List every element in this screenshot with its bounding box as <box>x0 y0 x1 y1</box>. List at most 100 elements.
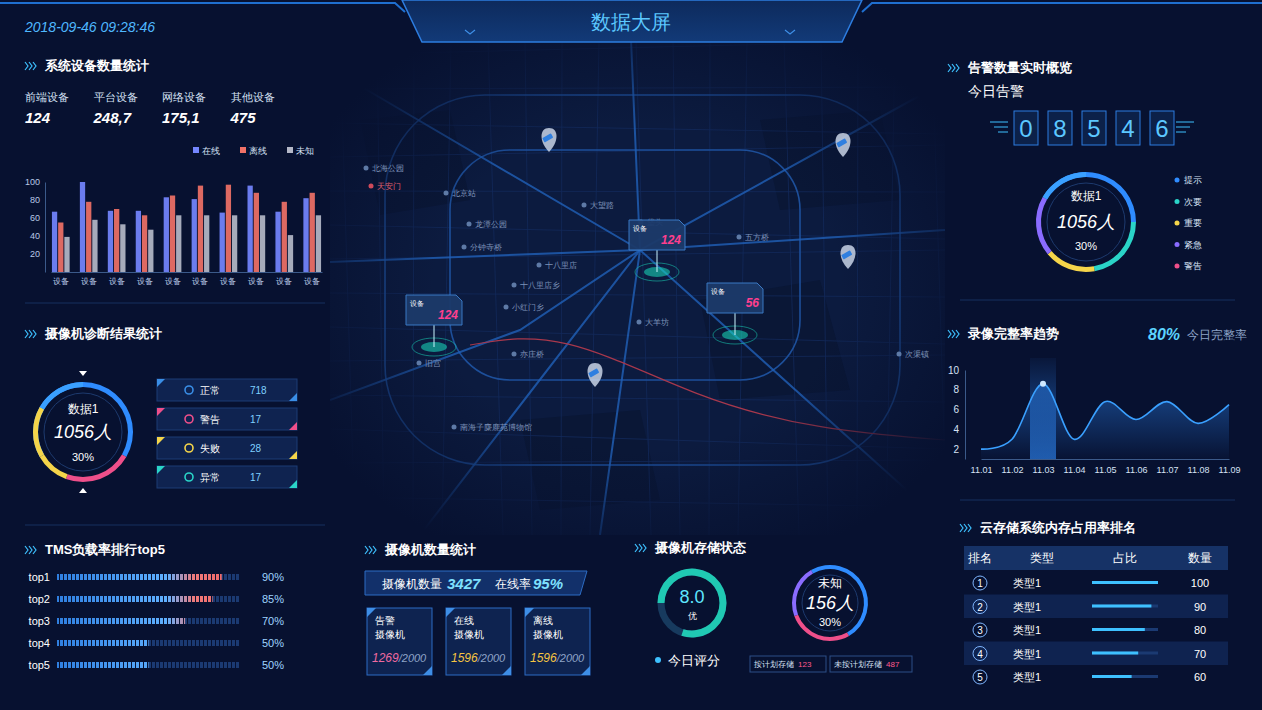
title-chevron <box>29 546 32 554</box>
stat-label: 前端设备 <box>25 91 69 103</box>
bar <box>52 212 57 272</box>
title-chevron <box>33 330 36 338</box>
column-head: 占比 <box>1113 551 1137 565</box>
ring-inner <box>1047 183 1125 261</box>
box-label: 离线 <box>533 615 553 626</box>
digit-box <box>1150 111 1174 145</box>
header-banner <box>402 0 862 42</box>
legend-value: 123 <box>798 660 812 669</box>
rank-badge <box>973 576 987 590</box>
tick-label: 2 <box>953 444 959 455</box>
tick: 4 <box>953 424 965 435</box>
place-label: 分钟寺桥 <box>470 243 502 252</box>
legend-icon <box>185 415 193 423</box>
bar <box>220 213 225 272</box>
digit-deco <box>1176 127 1190 128</box>
stat-value: 124 <box>25 109 51 126</box>
legend-entry: 按计划存储123 <box>754 660 812 669</box>
box-value-number: 1596 <box>530 651 557 665</box>
legend-icon <box>185 444 193 452</box>
rank: 1 <box>977 578 983 589</box>
tick: 11.09 <box>1219 465 1241 475</box>
legend-box <box>157 379 297 401</box>
place-dot <box>462 245 467 250</box>
tick: 100 <box>25 177 45 187</box>
place-dot <box>417 361 422 366</box>
datetime: 2018-09-46 09:28:46 <box>24 19 155 35</box>
bar-track <box>1092 652 1158 655</box>
tick: 11.01 <box>971 465 993 475</box>
tick: 8 <box>953 384 965 395</box>
legend-corner <box>157 408 297 430</box>
tick: 设备 <box>192 277 208 286</box>
tick-label: top1 <box>29 571 50 583</box>
bar <box>108 211 113 272</box>
tick-label: 设备 <box>81 277 97 286</box>
marker-value: 124 <box>661 233 681 247</box>
tick: 设备 <box>248 277 264 286</box>
place-dot <box>897 352 902 357</box>
box-label: 摄像机 <box>454 629 484 640</box>
line <box>981 384 1229 449</box>
tick-label: 8 <box>953 384 959 395</box>
tick-label: 4 <box>953 424 959 435</box>
place-label: 南海子麋鹿苑博物馆 <box>460 423 532 432</box>
column-head: 类型 <box>1030 551 1054 565</box>
bars <box>57 574 222 668</box>
pin-icon <box>588 368 599 377</box>
marker-value: 56 <box>746 296 760 310</box>
digit-deco <box>1176 132 1186 133</box>
box-label: 摄像机 <box>375 629 405 640</box>
gauge-arc <box>658 568 727 637</box>
title-chevron <box>33 62 36 70</box>
type: 类型1 <box>1013 624 1041 636</box>
ring-value: 1056人 <box>1057 212 1115 232</box>
title-chevron <box>960 524 963 532</box>
ring-label: 未知 <box>818 576 842 590</box>
marker-box <box>707 283 763 313</box>
tick: 设备 <box>109 277 125 286</box>
title-chevron <box>948 330 951 338</box>
annotation: 80% <box>1148 326 1180 343</box>
data-label: 50% <box>262 659 284 671</box>
title-chevron <box>948 64 951 72</box>
bar-stripes <box>57 574 240 580</box>
box-corner <box>525 608 590 675</box>
tick-label: 10 <box>948 365 960 376</box>
legend-label: 警告 <box>200 414 220 425</box>
rank-badge <box>973 623 987 637</box>
place-label: 十八里店乡 <box>520 281 560 290</box>
tick-label: 设备 <box>304 277 320 286</box>
tick: 11.05 <box>1095 465 1117 475</box>
bar <box>1092 628 1145 631</box>
bar <box>232 215 237 272</box>
tick: 设备 <box>81 277 97 286</box>
gauge-caption: 今日评分 <box>668 653 720 668</box>
legend-value: 17 <box>250 472 262 483</box>
tick: top5 <box>29 659 50 671</box>
title-chevron <box>952 64 955 72</box>
axis-line <box>45 183 46 273</box>
camera-pin <box>542 128 557 152</box>
tick-label: top3 <box>29 615 50 627</box>
bar <box>1092 605 1151 608</box>
box-value-total: /2000 <box>398 652 427 664</box>
legend-entry: 未按计划存储487 <box>834 660 900 669</box>
box-value-number: 1596 <box>451 651 478 665</box>
type: 类型1 <box>1013 671 1041 683</box>
title-chevron <box>964 524 967 532</box>
bar <box>1092 581 1158 584</box>
axis-line <box>52 272 323 273</box>
digit-box <box>1048 111 1072 145</box>
map-marker: 设备56 <box>707 283 763 344</box>
panel-title: 摄像机诊断结果统计 <box>44 326 162 341</box>
line-plot <box>981 381 1229 459</box>
panel-title: 录像完整率趋势 <box>967 326 1059 341</box>
map-ground <box>330 40 945 535</box>
bar-track <box>1092 628 1158 631</box>
bar-track <box>57 574 240 580</box>
digit: 0 <box>1019 115 1032 142</box>
title-chevron <box>952 330 955 338</box>
count-box <box>367 608 432 675</box>
place-dot <box>364 166 369 171</box>
